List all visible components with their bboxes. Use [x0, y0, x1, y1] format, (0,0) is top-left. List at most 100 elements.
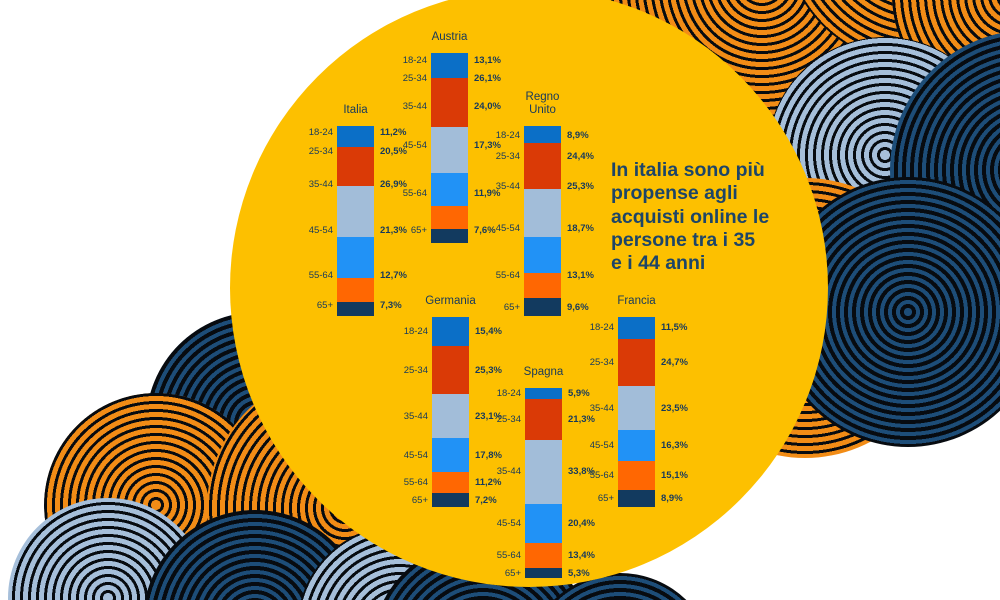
value-label: 20,5% [380, 146, 407, 158]
bar-segment [524, 142, 561, 190]
value-label: 21,3% [568, 413, 595, 425]
value-label: 11,5% [661, 322, 688, 334]
value-label: 26,9% [380, 178, 407, 190]
age-label: 18-24 [495, 129, 520, 141]
age-label: 25-34 [496, 413, 521, 425]
chart-title: Francia [617, 295, 656, 307]
age-label: 18-24 [496, 388, 521, 400]
age-label: 35-44 [402, 100, 427, 112]
chart-title: Spagna [523, 366, 564, 378]
bar-segment [618, 317, 655, 339]
bar-segment [525, 568, 562, 579]
headline: In italia sono più propense agli acquist… [611, 159, 770, 275]
bar-segment [431, 205, 468, 229]
value-label: 5,9% [568, 388, 590, 400]
value-label: 18,7% [567, 223, 594, 235]
bar-segment [524, 272, 561, 298]
age-label: 45-54 [402, 140, 427, 152]
bar-segment [337, 126, 374, 148]
age-label: 35-44 [589, 402, 614, 414]
value-label: 24,7% [661, 356, 688, 368]
value-label: 13,1% [474, 54, 501, 66]
bar-segment [524, 126, 561, 143]
value-label: 8,9% [661, 493, 683, 505]
age-label: 18-24 [589, 322, 614, 334]
age-label: 65+ [410, 225, 427, 237]
value-label: 25,3% [475, 364, 502, 376]
age-label: 25-34 [403, 364, 428, 376]
value-label: 24,0% [474, 100, 501, 112]
value-label: 24,4% [567, 151, 594, 163]
age-label: 55-64 [495, 270, 520, 282]
value-label: 33,8% [568, 466, 595, 478]
age-label: 25-34 [495, 151, 520, 163]
bar-segment [337, 147, 374, 187]
age-label: 55-64 [496, 549, 521, 561]
value-label: 9,6% [567, 302, 589, 314]
value-label: 16,3% [661, 440, 688, 452]
bar-segment [432, 394, 469, 439]
age-label: 45-54 [496, 517, 521, 529]
age-label: 55-64 [403, 477, 428, 489]
value-label: 7,2% [475, 494, 497, 506]
value-label: 11,2% [475, 477, 502, 489]
age-label: 35-44 [403, 410, 428, 422]
chart-title: Regno Unito [525, 91, 560, 116]
age-label: 45-54 [495, 223, 520, 235]
age-label: 35-44 [495, 181, 520, 193]
value-label: 13,1% [567, 270, 594, 282]
value-label: 5,3% [568, 567, 590, 579]
bar-segment [431, 53, 468, 78]
bar-segment [337, 237, 374, 278]
value-label: 8,9% [567, 129, 589, 141]
value-label: 15,1% [661, 470, 688, 482]
value-label: 11,2% [380, 127, 407, 139]
bar-segment [431, 228, 468, 243]
bar-segment [618, 385, 655, 431]
bar-segment [618, 338, 655, 386]
bar-segment [525, 542, 562, 569]
age-label: 65+ [503, 302, 520, 314]
value-label: 20,4% [568, 517, 595, 529]
chart-title: Italia [343, 104, 368, 116]
bar-segment [432, 317, 469, 347]
age-label: 25-34 [402, 73, 427, 85]
age-label: 65+ [597, 493, 614, 505]
age-label: 18-24 [403, 326, 428, 338]
value-label: 7,3% [380, 299, 402, 311]
value-label: 26,1% [474, 73, 501, 85]
bar-segment [618, 490, 655, 507]
bar-segment [618, 430, 655, 462]
age-label: 65+ [316, 299, 333, 311]
age-label: 65+ [504, 567, 521, 579]
age-label: 55-64 [589, 470, 614, 482]
age-label: 18-24 [402, 54, 427, 66]
bar-segment [432, 346, 469, 395]
bar-segment [524, 189, 561, 238]
bar-segment [432, 438, 469, 473]
age-label: 55-64 [402, 187, 427, 199]
bar-segment [432, 472, 469, 494]
value-label: 11,9% [474, 187, 501, 199]
bar-segment [618, 461, 655, 491]
value-label: 13,4% [568, 549, 595, 561]
value-label: 17,3% [474, 140, 501, 152]
bar-segment [431, 173, 468, 206]
age-label: 35-44 [308, 178, 333, 190]
value-label: 12,7% [380, 269, 407, 281]
value-label: 21,3% [380, 224, 407, 236]
bar-segment [524, 297, 561, 316]
bar-segment [431, 127, 468, 174]
bar-segment [337, 186, 374, 238]
bar-segment [525, 388, 562, 400]
chart-title: Austria [431, 31, 468, 43]
bar-segment [431, 77, 468, 128]
value-label: 15,4% [475, 326, 502, 338]
age-label: 45-54 [308, 224, 333, 236]
bar-segment [337, 277, 374, 302]
age-label: 45-54 [403, 449, 428, 461]
bar-segment [524, 237, 561, 273]
age-label: 55-64 [308, 269, 333, 281]
